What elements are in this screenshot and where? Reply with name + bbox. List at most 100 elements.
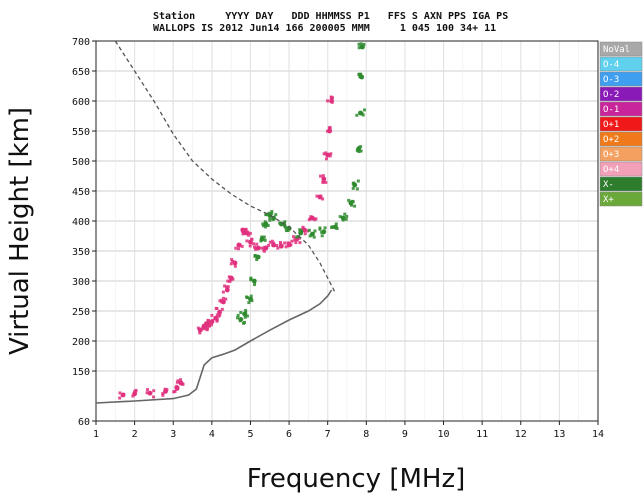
o-trace-echo (248, 231, 252, 235)
o-trace-echo (145, 388, 149, 392)
legend-swatch (599, 101, 643, 117)
o-trace-echo (321, 197, 325, 201)
o-trace-echo (307, 218, 311, 222)
x-trace-echo (347, 198, 351, 202)
x-tick-label: 9 (402, 429, 408, 440)
x-trace-echo (249, 278, 253, 282)
legend-swatch (599, 191, 643, 207)
o-trace-echo (131, 394, 135, 398)
x-trace-echo (356, 179, 360, 183)
o-trace-echo (276, 246, 280, 250)
o-trace-echo (252, 245, 256, 249)
x-trace-echo (359, 149, 363, 153)
x-trace-echo (344, 217, 348, 221)
o-trace-echo (245, 239, 249, 243)
o-trace-point (321, 176, 327, 182)
o-trace-echo (244, 228, 248, 232)
legend-label: X- (603, 180, 614, 190)
y-tick-label: 450 (72, 187, 90, 198)
legend-label: O-1 (603, 105, 619, 115)
o-trace-echo (328, 154, 332, 158)
o-trace-point (221, 299, 226, 305)
o-trace-echo (247, 233, 251, 237)
o-trace-point (278, 243, 284, 249)
o-trace-echo (290, 239, 294, 243)
o-trace-echo (284, 245, 288, 249)
o-trace-echo (297, 236, 301, 240)
x-trace-echo (249, 276, 253, 280)
x-tick-label: 5 (247, 429, 253, 440)
o-trace-echo (220, 307, 224, 311)
x-tick-label: 3 (170, 429, 176, 440)
o-trace-echo (324, 151, 328, 155)
x-trace-echo (355, 113, 359, 117)
x-trace-echo (263, 238, 267, 242)
x-tick-label: 10 (438, 429, 450, 440)
o-trace-point (286, 242, 292, 248)
x-trace-point (238, 317, 244, 322)
o-trace-echo (331, 96, 335, 100)
x-trace-point (360, 44, 365, 50)
o-trace-echo (303, 232, 307, 236)
o-trace-echo (248, 244, 252, 248)
o-trace-point (178, 380, 184, 386)
x-trace-point (333, 224, 338, 230)
x-trace-echo (351, 186, 355, 190)
o-trace-echo (198, 331, 202, 335)
o-trace-echo (118, 391, 122, 395)
o-trace-echo (224, 297, 228, 301)
x-trace-echo (244, 309, 248, 313)
x-trace-point (321, 229, 327, 235)
grid (95, 40, 599, 422)
legend: NoVal O-4 O-3 O-2 O-1 O+1 O+2 O+3 O+4 X- X+ (599, 41, 643, 207)
o-trace-point (163, 389, 168, 394)
o-trace-echo (283, 241, 287, 245)
o-trace-echo (152, 389, 156, 393)
o-trace-echo (267, 243, 271, 247)
true-height-profile-line (114, 40, 336, 294)
x-trace-point (263, 221, 269, 227)
x-trace-echo (357, 46, 361, 50)
o-trace-echo (228, 279, 232, 283)
x-trace-echo (359, 42, 363, 46)
x-trace-echo (362, 42, 366, 46)
o-trace-echo (231, 259, 235, 263)
o-trace-point (329, 98, 334, 104)
o-trace-echo (202, 327, 206, 331)
o-trace-echo (134, 389, 138, 393)
y-axis-label: Virtual Height [km] (5, 107, 35, 355)
x-trace-echo (243, 315, 247, 319)
series-layer (95, 40, 366, 404)
o-trace-point (240, 227, 246, 233)
o-trace-echo (196, 326, 200, 330)
x-trace-echo (351, 200, 355, 204)
y-tick-label: 300 (72, 277, 90, 288)
o-trace-echo (286, 241, 290, 245)
legend-label: O+2 (603, 135, 619, 145)
o-trace-echo (321, 174, 325, 178)
x-trace-point (255, 254, 261, 260)
legend-label: O-4 (603, 60, 619, 70)
o-trace-echo (209, 323, 213, 327)
o-trace-echo (260, 246, 264, 250)
x-axis-label: Frequency [MHz] (247, 464, 466, 494)
o-trace-point (263, 245, 269, 251)
o-trace-echo (268, 240, 272, 244)
o-trace-point (309, 215, 315, 221)
o-trace-point (174, 386, 180, 391)
o-trace-point (236, 242, 242, 248)
legend-swatch (599, 116, 643, 132)
o-trace-echo (218, 313, 222, 317)
x-trace-point (242, 311, 248, 317)
o-trace-echo (118, 396, 122, 400)
legend-label: NoVal (603, 45, 630, 55)
x-trace-echo (255, 258, 259, 262)
x-trace-echo (236, 316, 240, 320)
x-trace-point (259, 236, 265, 242)
o-trace-echo (229, 262, 233, 266)
x-trace-echo (264, 225, 268, 229)
o-trace-point (147, 390, 153, 396)
o-trace-echo (322, 152, 326, 156)
o-trace-echo (294, 241, 298, 245)
o-trace-echo (152, 395, 156, 399)
